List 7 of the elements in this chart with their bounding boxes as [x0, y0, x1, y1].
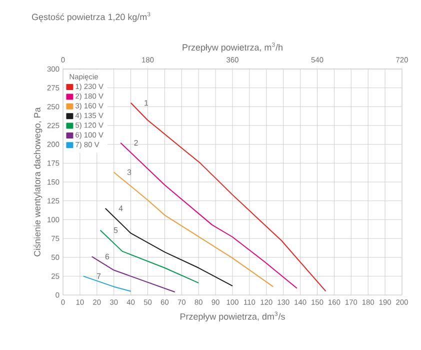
chart-title: Gęstość powietrza 1,20 kg/m$^{3}$ — [32, 12, 150, 22]
line-series — [120, 142, 298, 289]
line-series — [104, 208, 234, 286]
x-axis-title: Przepływ powietrza, dm$^{3}$/s — [180, 312, 285, 322]
y-axis-title: Ciśnienie wentylatora dachowego, Pa — [34, 107, 42, 256]
line-series — [130, 102, 326, 292]
x2-axis-title: Przepływ powietrza, m$^{3}$/h — [182, 42, 282, 52]
